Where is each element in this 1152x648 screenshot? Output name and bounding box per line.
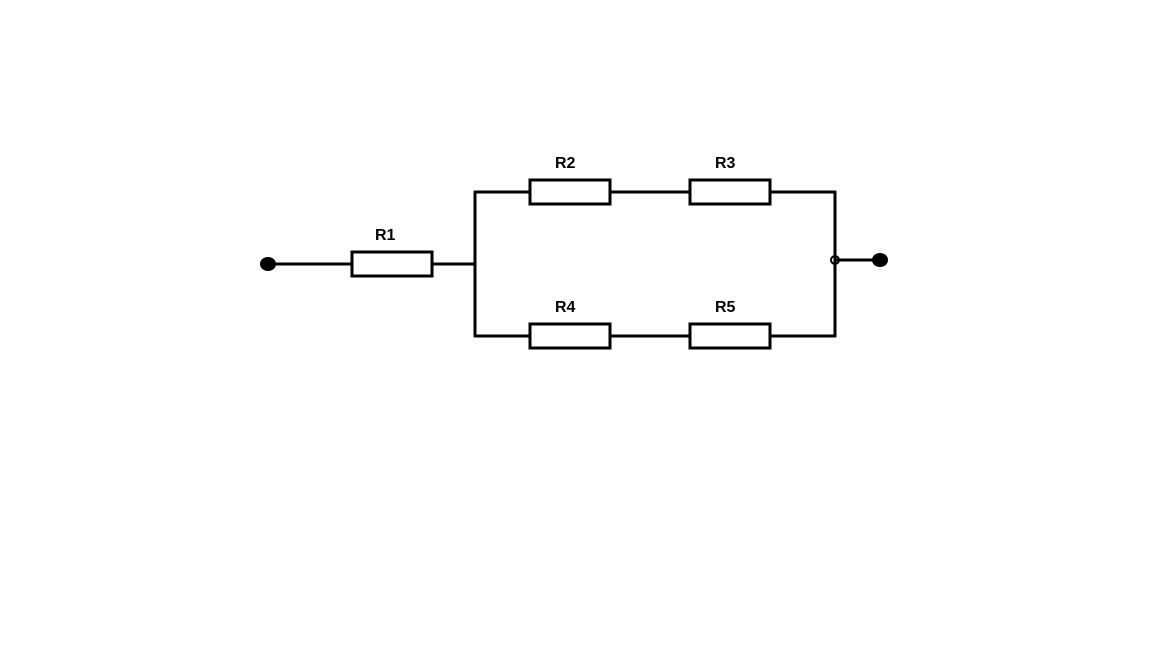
resistor-r5 bbox=[690, 324, 770, 348]
resistor-r1 bbox=[352, 252, 432, 276]
resistor-r2 bbox=[530, 180, 610, 204]
label-r3: R3 bbox=[715, 155, 736, 172]
left-terminal bbox=[260, 257, 276, 271]
label-r2: R2 bbox=[555, 155, 576, 172]
label-r4: R4 bbox=[555, 299, 576, 316]
resistor-r4 bbox=[530, 324, 610, 348]
resistor-group bbox=[352, 180, 770, 348]
right-terminal bbox=[872, 253, 888, 267]
label-r1: R1 bbox=[375, 227, 396, 244]
resistor-r3 bbox=[690, 180, 770, 204]
label-r5: R5 bbox=[715, 299, 736, 316]
circuit-diagram: R1 R2 R3 R4 R5 bbox=[0, 0, 1152, 648]
